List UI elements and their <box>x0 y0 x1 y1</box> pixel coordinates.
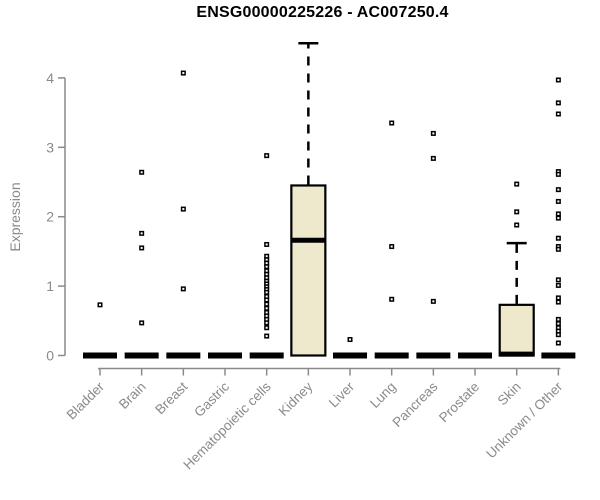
outlier-marker-center <box>557 330 560 333</box>
outlier-marker-center <box>265 280 268 283</box>
outlier-marker-center <box>265 243 268 246</box>
y-tick-label: 4 <box>46 70 54 86</box>
outlier-marker-center <box>557 296 560 299</box>
outlier-marker-center <box>557 284 560 287</box>
x-category-label: Breast <box>152 379 190 417</box>
x-category-label: Unknown / Other <box>483 379 566 462</box>
outlier-marker-center <box>140 321 143 324</box>
outlier-marker-center <box>432 157 435 160</box>
outlier-marker-center <box>265 303 268 306</box>
x-category-label: Skin <box>495 379 524 408</box>
outlier-marker-center <box>557 237 560 240</box>
outlier-marker-center <box>515 224 518 227</box>
outlier-marker-center <box>265 154 268 157</box>
outlier-marker-center <box>265 295 268 298</box>
outlier-marker-center <box>265 321 268 324</box>
outlier-marker-center <box>265 311 268 314</box>
outlier-marker-center <box>557 112 560 115</box>
outlier-marker-center <box>265 269 268 272</box>
flat-box <box>83 352 117 359</box>
outlier-marker-center <box>265 283 268 286</box>
outlier-marker-center <box>99 303 101 306</box>
flat-box <box>458 352 493 359</box>
outlier-marker-center <box>557 322 560 325</box>
x-category-label: Kidney <box>276 379 316 419</box>
outlier-marker-center <box>557 200 560 203</box>
outlier-marker-center <box>557 188 560 191</box>
outlier-marker-center <box>557 318 560 321</box>
outlier-marker-center <box>265 307 268 310</box>
outlier-marker-center <box>265 318 268 321</box>
outlier-marker-center <box>265 258 268 261</box>
outlier-marker-center <box>390 245 393 248</box>
flat-box <box>166 352 201 359</box>
outlier-marker-center <box>140 171 143 174</box>
outlier-marker-center <box>557 278 560 281</box>
flat-box <box>124 352 159 359</box>
flat-box <box>374 352 409 359</box>
outlier-marker-center <box>557 333 560 336</box>
outlier-marker-center <box>265 273 268 276</box>
outlier-marker-center <box>265 314 268 317</box>
outlier-marker-center <box>557 301 560 304</box>
outlier-marker-center <box>182 72 185 75</box>
outlier-marker-center <box>265 276 268 279</box>
outlier-marker-center <box>265 298 268 301</box>
outlier-marker-center <box>265 291 268 294</box>
outlier-marker-center <box>432 132 435 135</box>
outlier-marker-center <box>557 78 560 81</box>
outlier-marker-center <box>265 288 268 291</box>
outlier-marker-center <box>390 122 393 125</box>
outlier-marker-center <box>265 265 268 268</box>
y-tick-label: 3 <box>46 139 54 155</box>
flat-box <box>333 352 368 359</box>
outlier-marker-center <box>515 210 518 213</box>
y-tick-label: 1 <box>46 278 54 294</box>
flat-box <box>541 352 576 359</box>
outlier-marker-center <box>182 208 185 211</box>
outlier-marker-center <box>349 338 352 341</box>
outlier-marker-center <box>265 285 268 288</box>
outlier-marker-center <box>265 262 268 265</box>
x-category-label: Prostate <box>436 379 482 425</box>
outlier-marker-center <box>557 170 560 173</box>
outlier-marker-center <box>265 326 268 329</box>
x-category-label: Lung <box>367 379 399 411</box>
outlier-marker-center <box>140 232 143 235</box>
x-category-label: Pancreas <box>390 379 441 430</box>
flat-box <box>416 352 451 359</box>
outlier-marker-center <box>140 246 143 249</box>
outlier-marker-center <box>557 212 560 215</box>
box <box>498 303 535 357</box>
outlier-marker-center <box>557 173 560 176</box>
flat-box <box>208 352 243 359</box>
outlier-marker-center <box>432 300 435 303</box>
y-tick-label: 2 <box>46 209 54 225</box>
flat-box <box>249 352 284 359</box>
outlier-marker-center <box>515 183 518 186</box>
outlier-marker-center <box>557 342 560 345</box>
outlier-marker-center <box>557 326 560 329</box>
outlier-marker-center <box>557 245 560 248</box>
outlier-marker-center <box>557 248 560 251</box>
x-category-label: Brain <box>116 379 149 412</box>
chart-title: ENSG00000225226 - AC007250.4 <box>196 4 449 21</box>
outlier-marker-center <box>265 255 268 258</box>
x-category-label: Liver <box>326 379 358 411</box>
outlier-marker-center <box>265 335 268 338</box>
outlier-marker-center <box>182 287 185 290</box>
x-category-label: Bladder <box>64 379 108 423</box>
outlier-marker-center <box>557 217 560 220</box>
y-tick-label: 0 <box>46 348 54 364</box>
box <box>290 184 327 357</box>
outlier-marker-center <box>390 298 393 301</box>
outlier-marker-center <box>557 101 560 104</box>
x-category-label: Gastric <box>191 379 232 420</box>
